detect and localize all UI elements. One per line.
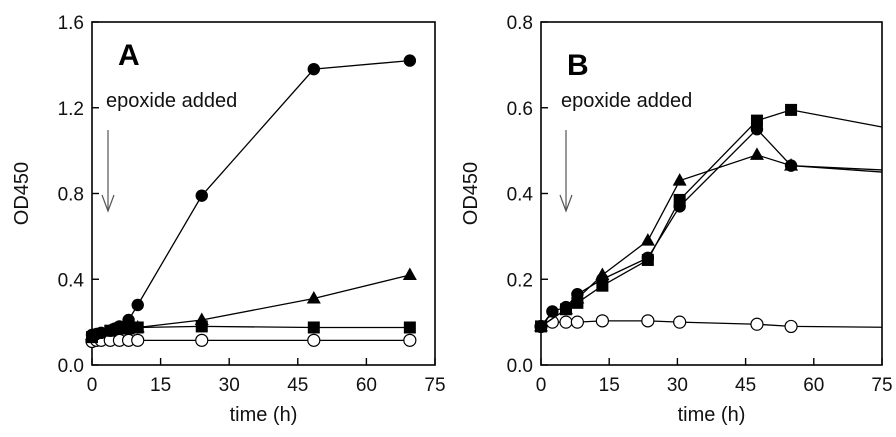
data-point — [673, 315, 687, 329]
data-point — [403, 321, 416, 334]
data-point — [749, 147, 764, 160]
data-point — [131, 298, 144, 312]
plot-frame — [540, 21, 883, 366]
data-point — [195, 189, 208, 202]
panel-letter: B — [567, 49, 589, 82]
data-point — [130, 319, 145, 333]
panel-letter: A — [118, 39, 140, 72]
annotation-arrow-head — [101, 194, 115, 213]
data-point — [784, 159, 798, 172]
data-point — [194, 312, 209, 325]
x-tick-label: 75 — [871, 375, 892, 396]
data-point — [195, 333, 209, 347]
x-axis-title: time (h) — [678, 404, 746, 426]
data-point — [785, 103, 798, 116]
data-point — [595, 314, 609, 328]
x-tick-label: 30 — [667, 375, 688, 396]
data-point — [113, 320, 126, 333]
series-line — [540, 320, 883, 328]
series-filled-circle — [85, 54, 417, 342]
plot-frame — [91, 21, 436, 366]
x-tick-label: 75 — [424, 375, 445, 396]
x-tick-label: 45 — [287, 375, 308, 396]
series-line — [540, 128, 883, 327]
series-filled-triangle — [534, 147, 883, 332]
data-point — [307, 321, 320, 334]
y-tick-label: 0.2 — [507, 270, 533, 291]
series-open-circle — [534, 314, 883, 334]
series-filled-square — [535, 103, 883, 333]
data-point — [402, 267, 417, 280]
data-point — [403, 333, 417, 347]
x-axis-title: time (h) — [230, 404, 298, 426]
series-line — [540, 109, 883, 327]
x-tick-label: 60 — [803, 375, 824, 396]
data-point — [559, 300, 573, 314]
data-point — [546, 305, 559, 318]
y-tick-label: 0.8 — [507, 13, 533, 34]
data-point — [307, 333, 321, 347]
data-point — [131, 333, 145, 347]
y-tick-label: 0.6 — [507, 99, 533, 120]
data-point — [403, 54, 417, 67]
data-point — [559, 315, 573, 329]
y-tick-label: 0.8 — [58, 185, 84, 206]
chart-panel-b: 0.0 0.2 0.4 0.6 0.8 0 15 30 45 60 75 time (h) OD450 B… — [460, 13, 893, 426]
y-tick-label: 0.0 — [58, 356, 84, 377]
y-tick-label: 1.6 — [58, 13, 84, 34]
data-point — [596, 273, 609, 286]
data-point — [673, 200, 686, 213]
y-axis-title: OD450 — [11, 162, 33, 225]
series-open-circle — [85, 333, 417, 349]
chart-panel-a: 0.0 0.4 0.8 1.2 1.6 0 15 30 45 60 75 time (h) OD450 A… — [11, 13, 446, 426]
y-tick-label: 0.4 — [58, 270, 85, 291]
x-tick-label: 0 — [87, 375, 98, 396]
y-axis-title: OD450 — [460, 162, 482, 225]
data-point — [641, 251, 655, 265]
data-point — [641, 314, 655, 328]
data-point — [307, 62, 321, 76]
data-point — [672, 173, 687, 186]
x-tick-label: 0 — [536, 375, 547, 396]
data-point — [534, 320, 548, 333]
data-point — [571, 288, 584, 301]
y-tick-label: 0.4 — [507, 185, 534, 206]
data-point — [750, 114, 763, 127]
annotation-text: epoxide added — [561, 90, 692, 112]
data-point — [750, 317, 764, 331]
annotation-arrow-head — [559, 194, 573, 213]
data-point — [750, 122, 764, 136]
data-point — [122, 313, 135, 327]
data-point — [570, 315, 584, 329]
data-point — [640, 233, 655, 246]
x-tick-label: 15 — [150, 375, 171, 396]
x-tick-label: 30 — [219, 375, 240, 396]
data-point — [784, 319, 798, 334]
x-tick-label: 15 — [599, 375, 620, 396]
annotation-text: epoxide added — [106, 90, 237, 112]
series-line — [540, 154, 883, 327]
y-tick-label: 0.0 — [507, 356, 533, 377]
data-point — [306, 291, 321, 304]
x-tick-label: 60 — [356, 375, 377, 396]
x-tick-label: 45 — [735, 375, 756, 396]
series-filled-circle — [534, 122, 883, 333]
y-tick-label: 1.2 — [58, 99, 84, 120]
